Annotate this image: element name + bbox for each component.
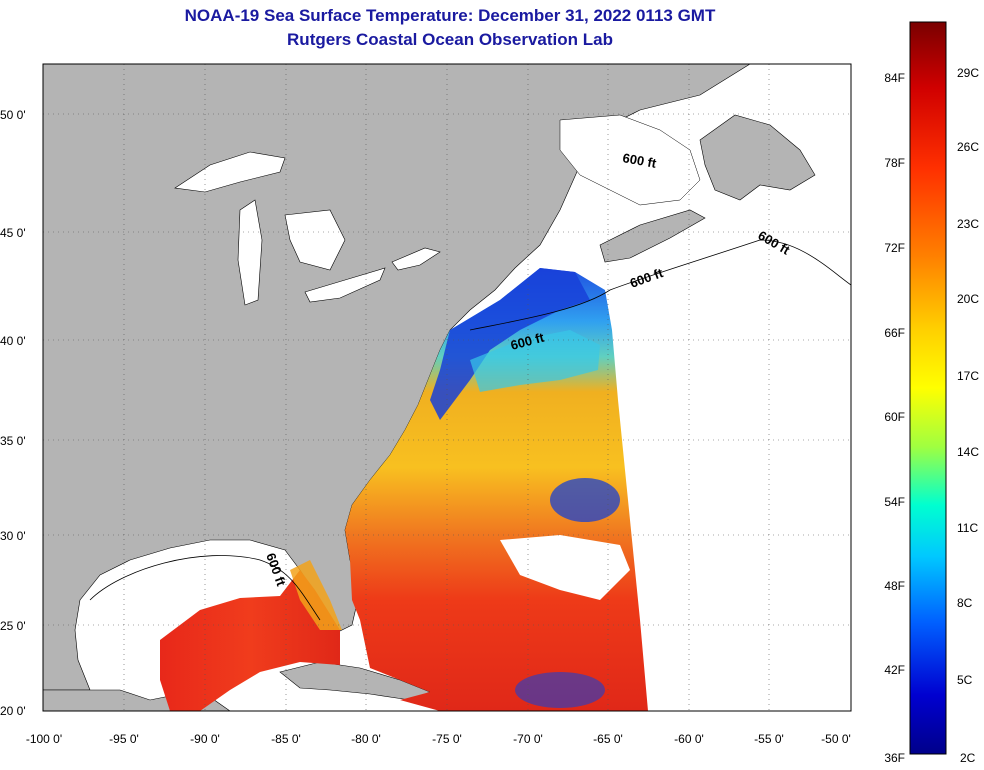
colorbar-f-label: 48F [884, 579, 905, 593]
map-area: 600 ft 600 ft 600 ft 600 ft 600 ft [43, 64, 851, 711]
lat-label: 25 0' [0, 619, 26, 633]
sst-loop-current-yellow [290, 560, 342, 630]
sst-gulf-of-mexico [160, 570, 340, 711]
cloud-gap [500, 535, 630, 600]
lon-label: -70 0' [513, 732, 543, 746]
great-lakes [174, 151, 441, 306]
lon-label: -100 0' [26, 732, 62, 746]
colorbar-c-label: 17C [957, 369, 979, 383]
map-frame [42, 63, 852, 712]
colorbar-f-label: 60F [884, 410, 905, 424]
colorbar-f-label: 54F [884, 495, 905, 509]
colorbar-c-label: 14C [957, 445, 979, 459]
lon-label: -80 0' [351, 732, 381, 746]
colorbar-c-label: 2C [960, 751, 976, 765]
lon-label: -50 0' [821, 732, 851, 746]
sst-shelf-cyan [470, 330, 600, 392]
lon-label: -55 0' [754, 732, 784, 746]
land-nova-scotia [599, 209, 706, 263]
colorbar-c-label: 29C [957, 66, 979, 80]
colorbar-celsius-axis: 29C 26C 23C 20C 17C 14C 11C 8C 5C 2C [957, 66, 979, 765]
colorbar-c-label: 20C [957, 292, 979, 306]
sst-cold-eddy [515, 672, 605, 708]
lon-axis: -100 0' -95 0' -90 0' -85 0' -80 0' -75 … [26, 732, 851, 746]
lat-label: 40 0' [0, 334, 26, 348]
contour-600ft-line [89, 239, 851, 621]
sst-cold-eddy [550, 478, 620, 522]
colorbar-c-label: 5C [957, 673, 973, 687]
colorbar-f-label: 84F [884, 71, 905, 85]
lon-label: -60 0' [674, 732, 704, 746]
colorbar-fahrenheit-axis: 84F 78F 72F 66F 60F 54F 48F 42F 36F [884, 71, 905, 765]
lon-label: -65 0' [593, 732, 623, 746]
lat-label: 50 0' [0, 108, 26, 122]
colorbar-f-label: 42F [884, 663, 905, 677]
lat-label: 20 0' [0, 704, 26, 718]
colorbar-f-label: 78F [884, 156, 905, 170]
sst-atlantic-swath [345, 268, 648, 711]
colorbar-f-label: 66F [884, 326, 905, 340]
sst-coastal-cold-band [430, 268, 590, 420]
contour-label: 600 ft [621, 150, 658, 171]
colorbar-c-label: 26C [957, 140, 979, 154]
colorbar-c-label: 11C [957, 521, 978, 535]
lon-label: -75 0' [432, 732, 462, 746]
lat-axis: 50 0' 45 0' 40 0' 35 0' 30 0' 25 0' 20 0… [0, 108, 26, 718]
lon-label: -90 0' [190, 732, 220, 746]
land-newfoundland [699, 114, 816, 201]
chart-subtitle: Rutgers Coastal Ocean Observation Lab [287, 30, 613, 49]
lat-label: 30 0' [0, 529, 26, 543]
lat-label: 35 0' [0, 434, 26, 448]
chart-title: NOAA-19 Sea Surface Temperature: Decembe… [184, 6, 716, 25]
lon-label: -85 0' [271, 732, 301, 746]
colorbar-f-label: 72F [884, 241, 905, 255]
st-lawrence-waters [559, 114, 701, 206]
colorbar-c-label: 8C [957, 596, 973, 610]
colorbar-f-label: 36F [884, 751, 905, 765]
lon-label: -95 0' [109, 732, 139, 746]
lat-label: 45 0' [0, 226, 26, 240]
colorbar [909, 21, 947, 755]
colorbar-c-label: 23C [957, 217, 979, 231]
